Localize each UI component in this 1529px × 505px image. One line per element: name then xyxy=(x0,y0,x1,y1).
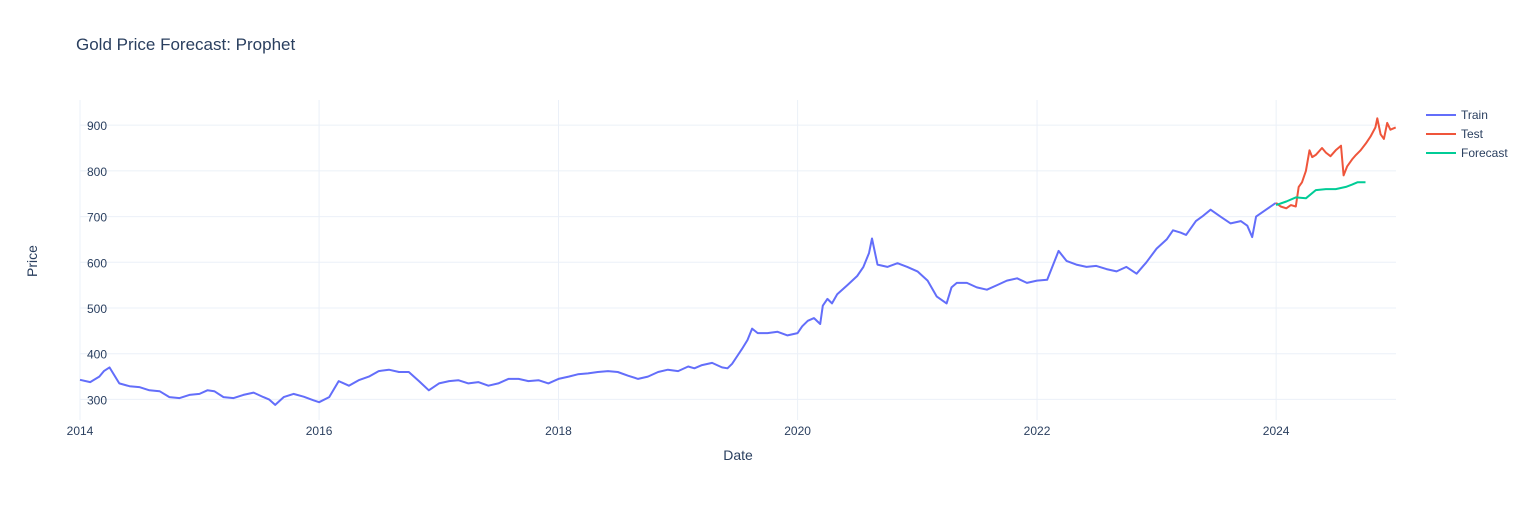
y-tick-label: 300 xyxy=(87,393,107,407)
x-tick-label: 2024 xyxy=(1263,424,1290,438)
legend: Train Test Forecast xyxy=(1426,108,1508,160)
legend-label-train: Train xyxy=(1461,108,1488,122)
x-tick-labels: 2014 2016 2018 2020 2022 2024 xyxy=(67,424,1290,438)
y-tick-label: 400 xyxy=(87,348,107,362)
y-tick-label: 600 xyxy=(87,256,107,270)
legend-label-test: Test xyxy=(1461,127,1484,141)
y-tick-label: 800 xyxy=(87,165,107,179)
x-tick-label: 2016 xyxy=(306,424,333,438)
grid-layer xyxy=(79,100,1396,420)
series-line-forecast xyxy=(1275,181,1366,207)
x-axis-label: Date xyxy=(723,447,753,463)
x-tick-label: 2022 xyxy=(1024,424,1051,438)
y-tick-label: 500 xyxy=(87,302,107,316)
series-layer xyxy=(79,117,1397,406)
series-line-test xyxy=(1275,117,1397,210)
series-line-train xyxy=(79,202,1277,406)
legend-label-forecast: Forecast xyxy=(1461,146,1508,160)
y-tick-label: 700 xyxy=(87,211,107,225)
x-tick-label: 2020 xyxy=(784,424,811,438)
chart-title: Gold Price Forecast: Prophet xyxy=(76,35,295,54)
x-tick-label: 2018 xyxy=(545,424,572,438)
x-tick-label: 2014 xyxy=(67,424,94,438)
y-tick-labels: 300 400 500 600 700 800 900 xyxy=(87,119,107,407)
y-axis-label: Price xyxy=(24,245,40,277)
y-tick-label: 900 xyxy=(87,119,107,133)
